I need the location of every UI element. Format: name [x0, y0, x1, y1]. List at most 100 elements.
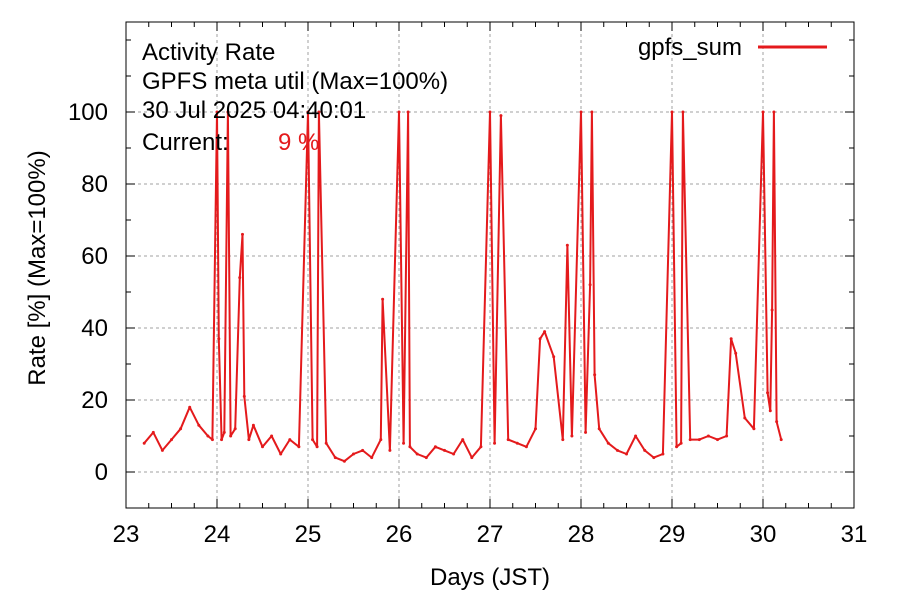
x-tick-label: 26: [386, 521, 413, 548]
data-point: [565, 243, 569, 247]
data-point: [534, 427, 537, 431]
data-point: [443, 448, 446, 452]
data-point: [743, 416, 747, 420]
data-point: [499, 114, 503, 118]
data-point: [247, 438, 251, 442]
data-point: [242, 394, 246, 398]
data-point: [697, 438, 701, 442]
data-point: [461, 438, 465, 442]
x-tick-label: 27: [477, 521, 504, 548]
data-point: [597, 427, 601, 431]
data-point: [160, 448, 164, 452]
data-point: [261, 445, 264, 449]
data-point: [226, 110, 230, 114]
data-point: [297, 445, 301, 449]
data-point: [606, 441, 610, 445]
data-point: [151, 430, 155, 434]
y-tick-label: 40: [81, 315, 108, 342]
x-tick-label: 30: [750, 521, 777, 548]
data-point: [734, 351, 738, 355]
series-gpfs-sum: [142, 110, 783, 463]
title-line-3: 30 Jul 2025 04:40:01: [142, 97, 366, 124]
data-point: [197, 423, 201, 427]
data-point: [506, 438, 510, 442]
data-point: [538, 337, 542, 341]
data-point: [342, 459, 346, 463]
data-point: [590, 110, 594, 114]
data-point: [479, 445, 483, 449]
data-point: [415, 452, 419, 456]
data-point: [222, 430, 226, 434]
data-point: [229, 434, 233, 438]
data-point: [179, 427, 183, 431]
data-point: [488, 110, 492, 114]
title-line-1: Activity Rate: [142, 39, 275, 66]
data-point: [142, 441, 146, 445]
data-point: [220, 438, 224, 442]
data-point: [770, 308, 774, 312]
data-point: [772, 110, 776, 114]
data-point: [643, 448, 647, 452]
data-point: [681, 110, 685, 114]
x-tick-label: 29: [659, 521, 686, 548]
data-point: [452, 452, 456, 456]
data-point: [766, 391, 770, 395]
data-point: [561, 438, 565, 442]
data-point: [716, 438, 719, 442]
data-point: [188, 405, 192, 409]
data-point: [493, 441, 497, 445]
x-tick-label: 24: [204, 521, 231, 548]
data-point: [634, 434, 638, 438]
data-point: [588, 283, 592, 287]
data-point: [238, 276, 242, 280]
data-point: [379, 438, 383, 442]
data-point: [408, 445, 412, 449]
data-point: [324, 441, 328, 445]
data-point: [661, 452, 665, 456]
data-point: [584, 430, 588, 434]
data-point: [679, 441, 683, 445]
data-point: [593, 373, 597, 377]
data-point: [381, 297, 385, 301]
y-tick-label: 80: [81, 171, 108, 198]
data-point: [317, 110, 321, 114]
data-point: [306, 110, 310, 114]
data-point: [251, 423, 255, 427]
data-point: [706, 434, 710, 438]
data-point: [424, 456, 428, 460]
data-point: [370, 456, 374, 460]
data-point: [579, 110, 583, 114]
data-point: [352, 452, 355, 456]
data-point: [675, 445, 679, 449]
title-line-2: GPFS meta util (Max=100%): [142, 68, 448, 95]
y-tick-label: 100: [68, 99, 108, 126]
x-tick-label: 28: [568, 521, 595, 548]
y-tick-label: 60: [81, 243, 108, 270]
data-point: [761, 110, 765, 114]
data-point: [315, 445, 319, 449]
data-point: [779, 438, 783, 442]
series-line: [143, 111, 783, 463]
y-tick-label: 20: [81, 387, 108, 414]
data-point: [615, 448, 619, 452]
data-point: [768, 409, 772, 413]
data-point: [217, 337, 221, 341]
y-axis-label: Rate [%] (Max=100%): [24, 150, 51, 385]
data-point: [402, 441, 406, 445]
data-point: [688, 438, 692, 442]
data-point: [433, 445, 437, 449]
y-axis: 0 20 40 60 80 100: [68, 39, 854, 509]
current-value: 9 %: [278, 129, 319, 156]
data-point: [552, 355, 556, 359]
data-point: [470, 456, 474, 460]
data-point: [240, 232, 244, 236]
data-point: [524, 445, 528, 449]
data-point: [652, 456, 656, 460]
y-tick-label: 0: [95, 459, 108, 486]
data-point: [288, 438, 292, 442]
grid-lines: [126, 22, 854, 508]
current-label: Current:: [142, 129, 229, 156]
data-point: [752, 427, 756, 431]
data-point: [210, 438, 214, 442]
